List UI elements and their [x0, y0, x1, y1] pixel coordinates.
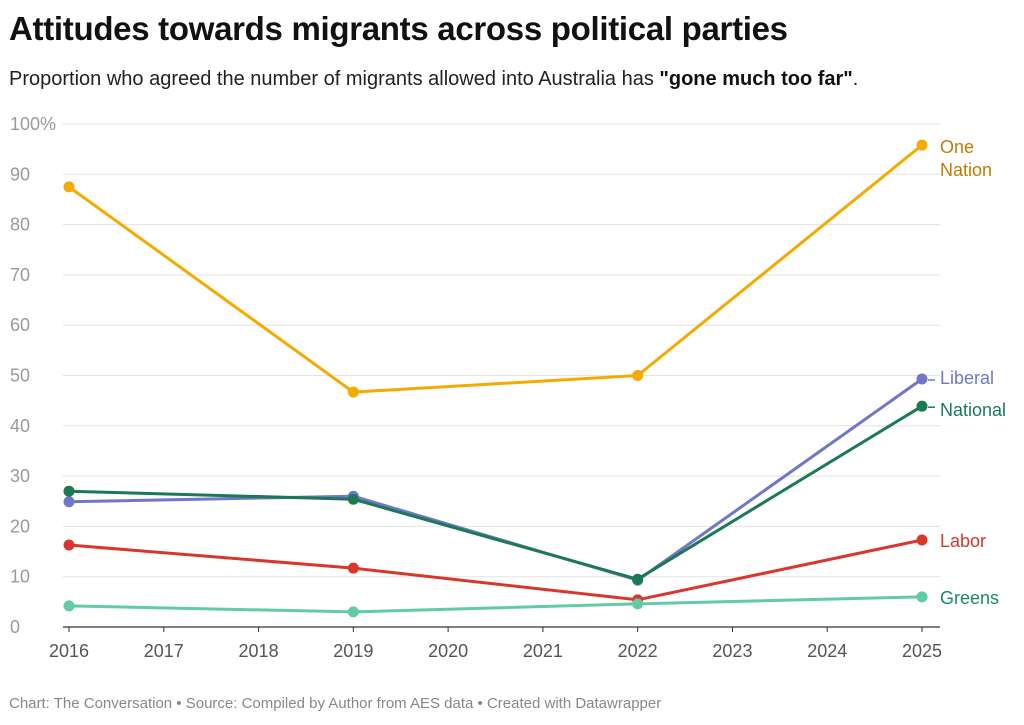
y-tick-label: 80 [10, 215, 30, 235]
data-point [916, 534, 928, 546]
y-tick-label: 40 [10, 416, 30, 436]
data-point [347, 493, 359, 505]
series-line-greens [68, 595, 923, 614]
x-tick-label: 2016 [49, 641, 89, 661]
series-label: Labor [940, 531, 986, 551]
x-tick-label: 2020 [428, 641, 468, 661]
series-line-one-nation [68, 143, 923, 394]
data-point [63, 181, 75, 193]
chart-footer: Chart: The Conversation • Source: Compil… [9, 695, 662, 712]
subtitle-emphasis: "gone much too far" [659, 68, 853, 90]
data-point [63, 600, 75, 612]
y-tick-label: 30 [10, 466, 30, 486]
data-point [347, 386, 359, 398]
series-line-labor [68, 538, 923, 602]
x-tick-label: 2023 [712, 641, 752, 661]
series-label: National [940, 400, 1006, 420]
x-tick-label: 2022 [618, 641, 658, 661]
data-point [916, 373, 928, 385]
data-point [916, 400, 928, 412]
y-tick-label: 70 [10, 265, 30, 285]
x-tick-label: 2017 [144, 641, 184, 661]
y-tick-label: 90 [10, 164, 30, 184]
data-point [916, 139, 928, 151]
y-tick-label: 60 [10, 315, 30, 335]
subtitle-end: . [852, 68, 859, 90]
y-tick-label: 20 [10, 516, 30, 536]
series-label: Greens [940, 588, 999, 608]
x-tick-label: 2021 [523, 641, 563, 661]
x-tick-label: 2024 [807, 641, 847, 661]
data-point [63, 496, 75, 508]
chart-title: Attitudes towards migrants across politi… [9, 10, 788, 47]
y-tick-label: 50 [10, 366, 30, 386]
data-point [632, 598, 644, 610]
y-tick-label: 100% [10, 114, 56, 134]
data-point [916, 591, 928, 603]
data-point [632, 573, 644, 585]
x-tick-label: 2019 [333, 641, 373, 661]
x-tick-label: 2025 [902, 641, 942, 661]
series-label: Liberal [940, 368, 994, 388]
data-point [63, 485, 75, 497]
chart-subtitle: Proportion who agreed the number of migr… [9, 68, 858, 91]
series-label: One [940, 137, 974, 157]
data-point [632, 370, 644, 381]
data-point [63, 539, 75, 551]
series-line-liberal [68, 377, 923, 582]
y-tick-label: 0 [10, 617, 20, 637]
series-line-national [68, 404, 923, 581]
data-point [347, 562, 359, 574]
y-tick-label: 10 [10, 567, 30, 587]
series-label: Nation [940, 160, 992, 180]
data-point [347, 606, 359, 618]
subtitle-text: Proportion who agreed the number of migr… [9, 68, 660, 90]
x-tick-label: 2018 [239, 641, 279, 661]
